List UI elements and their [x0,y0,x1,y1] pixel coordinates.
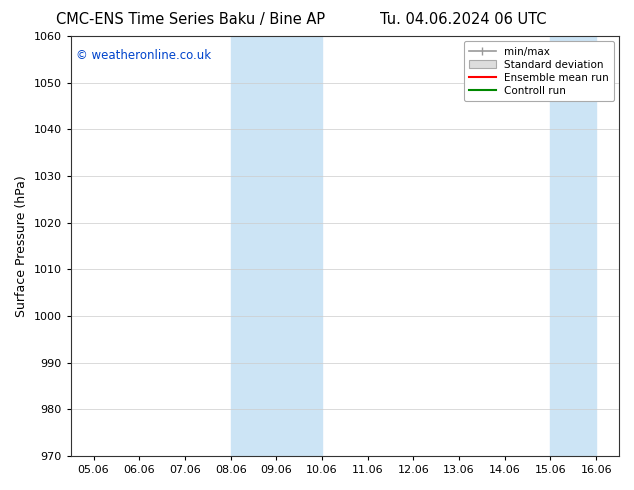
Bar [550,36,596,456]
Text: © weatheronline.co.uk: © weatheronline.co.uk [76,49,211,62]
Bar [231,36,322,456]
Y-axis label: Surface Pressure (hPa): Surface Pressure (hPa) [15,175,28,317]
Legend: min/max, Standard deviation, Ensemble mean run, Controll run: min/max, Standard deviation, Ensemble me… [464,41,614,101]
Text: CMC-ENS Time Series Baku / Bine AP: CMC-ENS Time Series Baku / Bine AP [56,12,325,27]
Text: Tu. 04.06.2024 06 UTC: Tu. 04.06.2024 06 UTC [380,12,546,27]
